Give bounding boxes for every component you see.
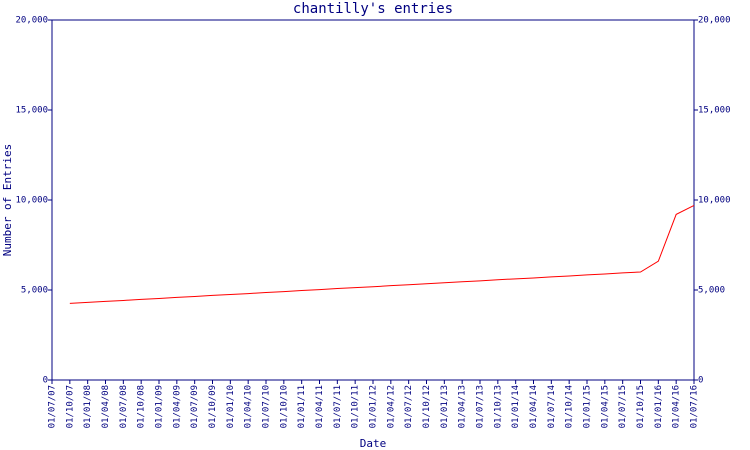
x-tick-label: 01/07/11 (333, 385, 343, 428)
y2-tick-label: 15,000 (698, 106, 731, 116)
x-tick-label: 01/10/07 (65, 385, 75, 428)
x-tick-label: 01/04/12 (386, 385, 396, 428)
x-tick-label: 01/01/13 (440, 385, 450, 428)
data-line (69, 204, 695, 304)
x-tick-label: 01/07/16 (690, 385, 700, 428)
x-axis-title: Date (360, 437, 387, 450)
x-tick-label: 01/01/09 (155, 385, 165, 428)
x-tick-label: 01/07/08 (119, 385, 129, 428)
y2-tick-label: 10,000 (698, 196, 731, 206)
y2-tick-label: 0 (698, 376, 703, 386)
plot-frame (51, 19, 695, 381)
y-axis-title: Number of Entries (1, 144, 14, 257)
x-tick-label: 01/10/15 (636, 385, 646, 428)
x-tick-label: 01/04/10 (244, 385, 254, 428)
y-tick-label: 20,000 (15, 16, 48, 26)
x-tick-label: 01/04/14 (529, 385, 539, 428)
y-tick-label: 10,000 (15, 196, 48, 206)
x-tick-label: 01/01/10 (226, 385, 236, 428)
y-tick-label: 15,000 (15, 106, 48, 116)
x-tick-label: 01/10/08 (137, 385, 147, 428)
x-tick-label: 01/04/13 (458, 385, 468, 428)
x-tick-label: 01/01/08 (83, 385, 93, 428)
x-tick-label: 01/07/13 (476, 385, 486, 428)
x-tick-label: 01/07/10 (262, 385, 272, 428)
x-tick-label: 01/10/10 (279, 385, 289, 428)
y-tick-label: 5,000 (21, 286, 48, 296)
x-tick-label: 01/10/14 (565, 385, 575, 428)
y2-tick-label: 5,000 (698, 286, 725, 296)
x-tick-label: 01/04/11 (315, 385, 325, 428)
x-tick-label: 01/01/14 (511, 385, 521, 428)
x-tick-label: 01/07/07 (48, 385, 58, 428)
x-tick-label: 01/07/12 (404, 385, 414, 428)
chart-title: chantilly's entries (293, 1, 453, 17)
x-tick-label: 01/10/13 (493, 385, 503, 428)
y2-tick-label: 20,000 (698, 16, 731, 26)
x-tick-label: 01/01/12 (369, 385, 379, 428)
x-tick-label: 01/07/14 (547, 385, 557, 428)
x-tick-label: 01/10/09 (208, 385, 218, 428)
x-tick-label: 01/04/09 (172, 385, 182, 428)
x-tick-label: 01/04/08 (101, 385, 111, 428)
x-tick-label: 01/07/09 (190, 385, 200, 428)
x-tick-label: 01/10/12 (422, 385, 432, 428)
x-tick-label: 01/07/15 (618, 385, 628, 428)
x-tick-label: 01/10/11 (351, 385, 361, 428)
x-tick-label: 01/01/15 (583, 385, 593, 428)
x-tick-label: 01/01/16 (654, 385, 664, 428)
x-tick-label: 01/04/15 (600, 385, 610, 428)
y-tick-label: 0 (43, 376, 48, 386)
x-tick-label: 01/04/16 (672, 385, 682, 428)
x-tick-label: 01/01/11 (297, 385, 307, 428)
